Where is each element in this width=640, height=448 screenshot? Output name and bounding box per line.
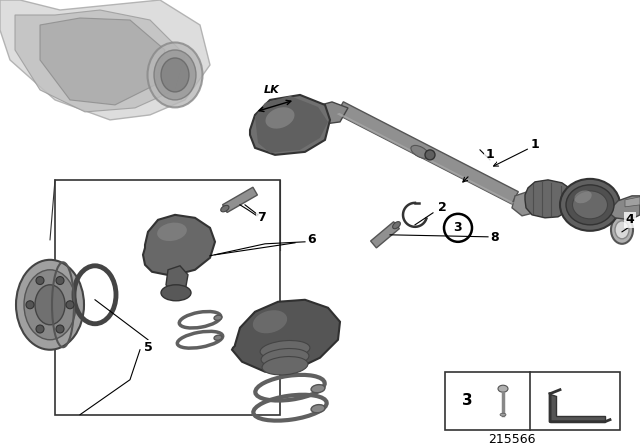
Ellipse shape: [311, 385, 325, 393]
Ellipse shape: [24, 270, 76, 340]
Text: 3: 3: [454, 221, 462, 234]
Circle shape: [444, 214, 472, 242]
Polygon shape: [40, 18, 165, 105]
Ellipse shape: [16, 260, 84, 350]
Text: 1: 1: [531, 138, 540, 151]
Circle shape: [66, 301, 74, 309]
Ellipse shape: [261, 349, 309, 367]
Circle shape: [26, 301, 34, 309]
Ellipse shape: [221, 205, 229, 212]
Ellipse shape: [270, 107, 300, 117]
Text: 5: 5: [143, 341, 152, 354]
Ellipse shape: [392, 222, 401, 229]
Polygon shape: [337, 102, 518, 204]
Circle shape: [425, 150, 435, 160]
Text: 2: 2: [438, 201, 446, 214]
Ellipse shape: [574, 190, 592, 203]
Polygon shape: [0, 0, 210, 120]
Ellipse shape: [253, 310, 287, 333]
Polygon shape: [310, 102, 348, 125]
Circle shape: [36, 325, 44, 333]
Ellipse shape: [35, 285, 65, 325]
Ellipse shape: [154, 50, 196, 100]
Circle shape: [36, 276, 44, 284]
Ellipse shape: [615, 221, 629, 239]
Ellipse shape: [161, 285, 191, 301]
Ellipse shape: [260, 340, 310, 359]
Text: 8: 8: [491, 231, 499, 244]
Ellipse shape: [573, 191, 607, 219]
Polygon shape: [337, 113, 515, 204]
Polygon shape: [250, 95, 330, 155]
Ellipse shape: [147, 43, 202, 108]
Text: 215566: 215566: [488, 433, 536, 446]
Polygon shape: [270, 108, 310, 130]
Ellipse shape: [161, 58, 189, 92]
Ellipse shape: [214, 335, 222, 340]
Ellipse shape: [611, 216, 633, 244]
Ellipse shape: [266, 107, 294, 129]
Circle shape: [56, 325, 64, 333]
Polygon shape: [255, 96, 328, 153]
Ellipse shape: [157, 223, 187, 241]
Ellipse shape: [270, 115, 300, 125]
Text: 6: 6: [308, 233, 316, 246]
Text: 4: 4: [626, 213, 634, 226]
Polygon shape: [143, 215, 215, 276]
Polygon shape: [15, 10, 185, 112]
Ellipse shape: [560, 179, 620, 231]
Ellipse shape: [566, 185, 614, 225]
Ellipse shape: [311, 405, 325, 413]
Polygon shape: [550, 394, 605, 422]
Polygon shape: [625, 197, 640, 207]
Polygon shape: [525, 180, 575, 218]
Polygon shape: [512, 192, 545, 216]
Text: LK: LK: [264, 85, 280, 95]
Polygon shape: [166, 266, 188, 296]
Circle shape: [56, 276, 64, 284]
Text: 1: 1: [486, 148, 494, 161]
Ellipse shape: [262, 357, 308, 375]
Polygon shape: [608, 196, 640, 220]
Polygon shape: [223, 187, 257, 212]
Ellipse shape: [498, 385, 508, 392]
Ellipse shape: [270, 123, 300, 133]
Polygon shape: [371, 222, 399, 248]
Polygon shape: [232, 300, 340, 372]
Ellipse shape: [214, 315, 222, 320]
Ellipse shape: [411, 146, 429, 158]
Ellipse shape: [500, 413, 506, 416]
Text: 3: 3: [461, 393, 472, 408]
Text: 7: 7: [258, 211, 266, 224]
Bar: [445, 372, 620, 430]
